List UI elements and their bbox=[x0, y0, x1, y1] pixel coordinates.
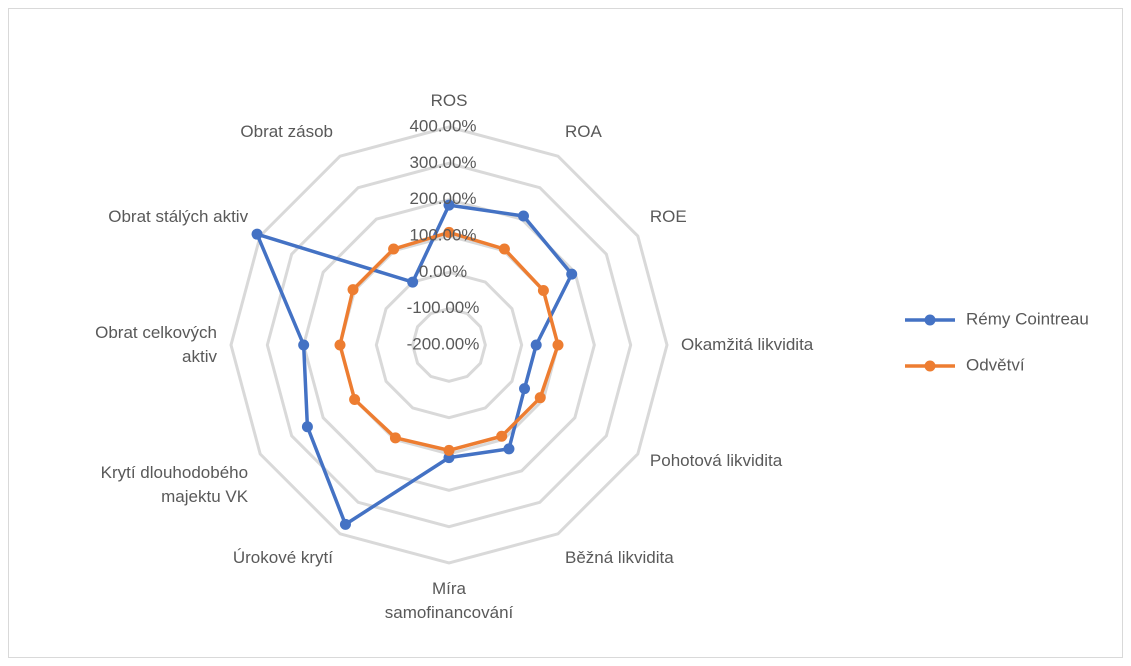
data-point bbox=[349, 394, 361, 405]
data-point bbox=[388, 243, 400, 255]
data-point bbox=[496, 430, 508, 442]
data-point bbox=[407, 276, 419, 288]
data-point bbox=[552, 339, 564, 351]
data-point bbox=[519, 383, 531, 395]
data-point bbox=[298, 339, 310, 351]
category-label: Úrokové krytí bbox=[232, 547, 333, 567]
data-point bbox=[503, 443, 515, 455]
category-label: Okamžitá likvidita bbox=[681, 335, 814, 354]
axis-tick-label: 200.00% bbox=[409, 189, 476, 208]
data-point bbox=[498, 243, 510, 255]
axis-tick-label: -100.00% bbox=[407, 298, 480, 317]
data-point bbox=[389, 432, 401, 444]
data-point bbox=[251, 228, 263, 240]
axis-tick-label: -200.00% bbox=[407, 334, 480, 353]
axis-tick-label: 0.00% bbox=[419, 262, 467, 281]
category-label: Obrat celkových aktiv bbox=[95, 323, 217, 366]
category-label: Míra samofinancování bbox=[384, 579, 514, 622]
category-label: Obrat zásob bbox=[240, 122, 333, 142]
grid-ring bbox=[411, 307, 487, 383]
category-label: ROS bbox=[430, 91, 468, 110]
data-point bbox=[347, 284, 359, 296]
data-point bbox=[443, 199, 455, 211]
legend-label: Odvětví bbox=[966, 355, 1025, 374]
category-label: ROE bbox=[649, 207, 687, 226]
data-point bbox=[534, 392, 546, 404]
data-point bbox=[334, 339, 346, 351]
axis-tick-label: 400.00% bbox=[409, 116, 476, 135]
category-label: Pohotová likvidita bbox=[649, 451, 783, 470]
legend-label: Rémy Cointreau bbox=[966, 309, 1089, 328]
data-point bbox=[443, 444, 455, 456]
grid-ring bbox=[265, 161, 633, 529]
axis-tick-label: 300.00% bbox=[409, 153, 476, 172]
data-point bbox=[530, 339, 542, 351]
chart-border bbox=[8, 8, 1123, 658]
category-label: Krytí dlouhodobého majektu VK bbox=[100, 463, 249, 506]
category-label: Obrat stálých aktiv bbox=[108, 207, 249, 226]
data-point bbox=[566, 268, 578, 280]
axis-tick-label: 100.00% bbox=[409, 225, 476, 244]
data-point bbox=[339, 518, 351, 530]
grid-ring bbox=[374, 270, 524, 420]
data-point bbox=[537, 285, 549, 296]
category-label: ROA bbox=[565, 122, 602, 142]
series-line bbox=[255, 203, 574, 527]
data-point bbox=[443, 226, 455, 238]
data-point bbox=[517, 210, 529, 222]
data-point bbox=[301, 421, 313, 433]
category-label: Běžná likvidita bbox=[565, 547, 674, 567]
legend-marker bbox=[924, 360, 936, 372]
legend-marker bbox=[924, 314, 936, 326]
